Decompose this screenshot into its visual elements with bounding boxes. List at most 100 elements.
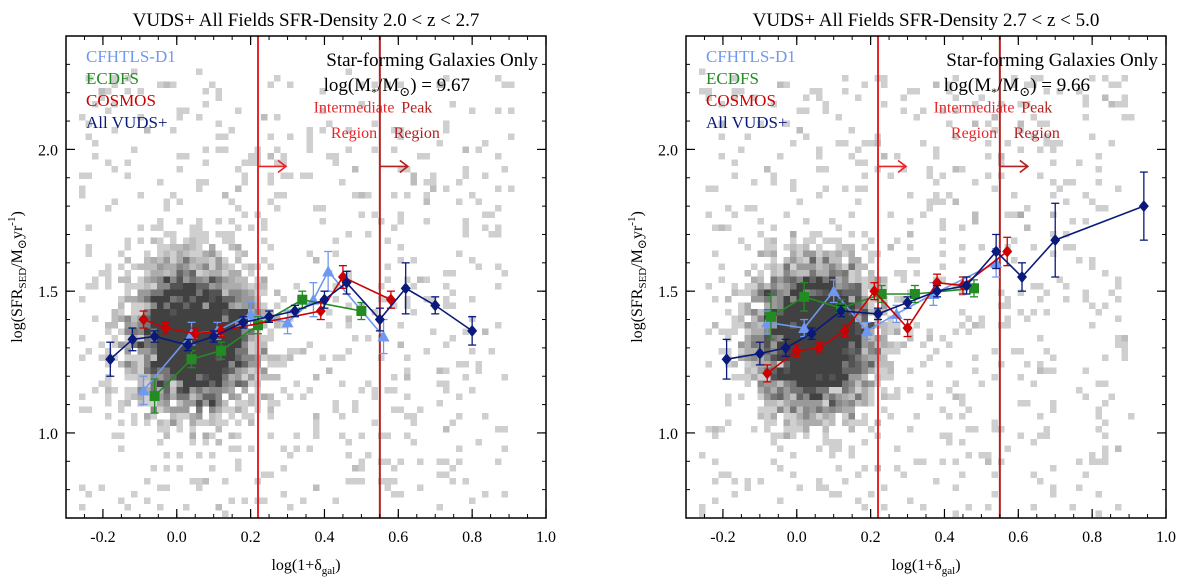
density-cell [222, 419, 229, 426]
density-cell [731, 374, 738, 381]
density-cell [829, 400, 836, 407]
density-cell [803, 419, 810, 426]
density-cell [777, 270, 784, 277]
density-cell [92, 283, 99, 290]
density-cell [783, 302, 790, 309]
density-cell [803, 270, 810, 277]
density-cell [952, 75, 959, 82]
density-cell [157, 315, 164, 322]
density-cell [313, 419, 320, 426]
density-cell [770, 179, 777, 186]
density-cell [124, 393, 131, 400]
density-cell [1069, 179, 1076, 186]
density-cell [241, 289, 248, 296]
region-label: Region [951, 125, 997, 142]
density-cell [1102, 94, 1109, 101]
density-cell [777, 393, 784, 400]
density-cell [176, 322, 183, 329]
density-cell [202, 88, 209, 95]
density-cell [209, 244, 216, 251]
density-cell [998, 159, 1005, 166]
density-cell [189, 426, 196, 433]
density-cell [861, 465, 868, 472]
density-cell [796, 419, 803, 426]
density-cell [796, 413, 803, 420]
density-cell [209, 452, 216, 459]
density-cell [790, 452, 797, 459]
density-cell [248, 393, 255, 400]
density-cell [991, 185, 998, 192]
density-cell [1063, 283, 1070, 290]
density-cell [1076, 484, 1083, 491]
density-cell [868, 341, 875, 348]
density-cell [816, 270, 823, 277]
density-cell [933, 153, 940, 160]
density-cell [248, 367, 255, 374]
density-cell [1030, 244, 1037, 251]
density-cell [339, 354, 346, 361]
density-cell [842, 354, 849, 361]
density-cell [861, 387, 868, 394]
density-cell [816, 354, 823, 361]
density-cell [118, 406, 125, 413]
density-cell [131, 393, 138, 400]
density-cell [939, 218, 946, 225]
density-cell [163, 419, 170, 426]
density-cell [848, 328, 855, 335]
density-cell [835, 263, 842, 270]
density-cell [404, 354, 411, 361]
density-cell [913, 114, 920, 121]
density-cell [495, 107, 502, 114]
density-cell [1089, 198, 1096, 205]
density-cell [209, 276, 216, 283]
density-cell [183, 283, 190, 290]
density-cell [822, 439, 829, 446]
density-cell [848, 322, 855, 329]
density-cell [235, 270, 242, 277]
density-cell [189, 276, 196, 283]
density-cell [783, 374, 790, 381]
density-cell [946, 439, 953, 446]
density-cell [163, 335, 170, 342]
density-cell [777, 335, 784, 342]
density-cell [183, 276, 190, 283]
density-cell [757, 380, 764, 387]
density-cell [731, 315, 738, 322]
density-cell [306, 341, 313, 348]
density-cell [835, 328, 842, 335]
density-cell [809, 406, 816, 413]
density-cell [757, 276, 764, 283]
density-cell [757, 478, 764, 485]
density-cell [946, 361, 953, 368]
density-cell [423, 153, 430, 160]
density-cell [790, 406, 797, 413]
density-cell [907, 257, 914, 264]
density-cell [952, 166, 959, 173]
density-cell [900, 107, 907, 114]
density-cell [443, 75, 450, 82]
density-cell [417, 153, 424, 160]
density-cell [848, 374, 855, 381]
density-cell [881, 101, 888, 108]
density-cell [85, 172, 92, 179]
density-cell [306, 387, 313, 394]
density-cell [861, 231, 868, 238]
y-axis-label-sub: SED [637, 268, 649, 289]
density-cell [196, 270, 203, 277]
density-cell [345, 231, 352, 238]
density-cell [790, 400, 797, 407]
density-cell [809, 315, 816, 322]
density-cell [829, 452, 836, 459]
density-cell [280, 153, 287, 160]
region-label: Intermediate [934, 100, 1015, 117]
density-cell [822, 257, 829, 264]
density-cell [751, 328, 758, 335]
density-cell [313, 374, 320, 381]
density-cell [1037, 146, 1044, 153]
density-cell [495, 205, 502, 212]
density-cell [118, 361, 125, 368]
density-cell [809, 231, 816, 238]
density-cell [816, 335, 823, 342]
density-cell [228, 302, 235, 309]
density-cell [358, 478, 365, 485]
